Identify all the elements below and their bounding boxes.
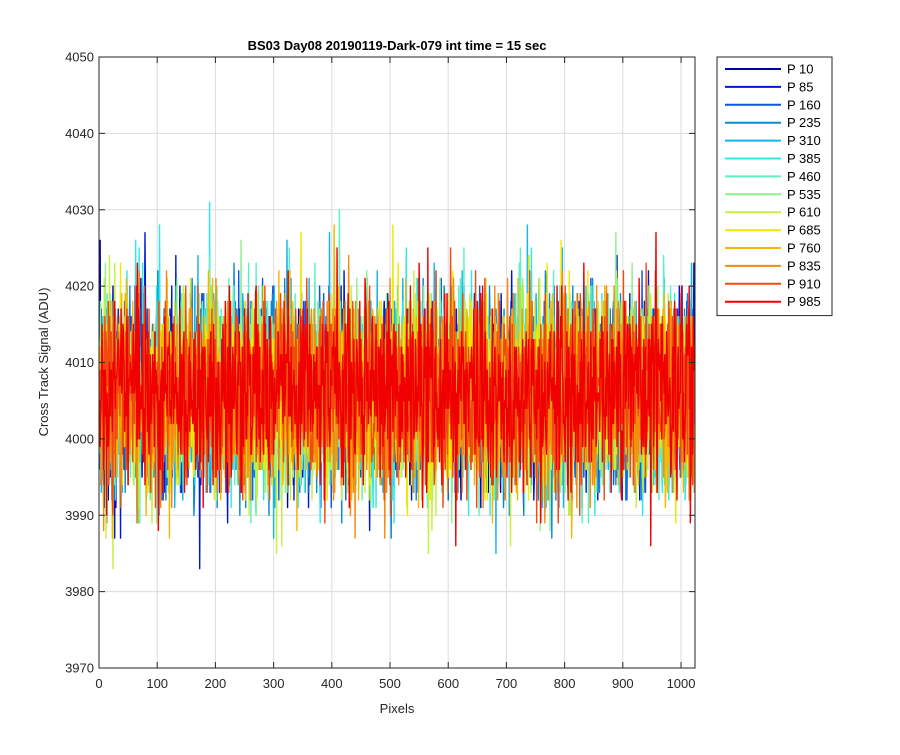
legend-label: P 10 bbox=[787, 62, 814, 77]
legend-item[interactable]: P 460 bbox=[725, 169, 821, 184]
legend-item[interactable]: P 235 bbox=[725, 115, 821, 130]
legend-item[interactable]: P 760 bbox=[725, 241, 821, 256]
y-tick-label: 4000 bbox=[65, 431, 94, 446]
x-tick-label: 300 bbox=[263, 676, 285, 691]
legend-item[interactable]: P 535 bbox=[725, 187, 821, 202]
y-tick-label: 3990 bbox=[65, 508, 94, 523]
legend[interactable]: P 10 P 85 P 160 P 235 P 310 P 385 P 460 P 535 P … bbox=[716, 56, 833, 317]
y-tick-label: 4050 bbox=[65, 50, 94, 65]
x-axis-label: Pixels bbox=[380, 701, 415, 716]
legend-label: P 460 bbox=[787, 169, 821, 184]
legend-label: P 310 bbox=[787, 133, 821, 148]
x-tick-label: 800 bbox=[554, 676, 576, 691]
x-tick-label: 0 bbox=[95, 676, 102, 691]
x-tick-label: 900 bbox=[612, 676, 634, 691]
legend-label: P 85 bbox=[787, 79, 814, 94]
x-tick-label: 200 bbox=[205, 676, 227, 691]
legend-item[interactable]: P 910 bbox=[725, 276, 821, 291]
legend-label: P 385 bbox=[787, 151, 821, 166]
y-tick-label: 4030 bbox=[65, 202, 94, 217]
plot-area: 0 100 200 300 400 500 600 700 800 900 1000 3970 3980… bbox=[65, 50, 696, 692]
x-tick-label: 400 bbox=[321, 676, 343, 691]
legend-item[interactable]: P 85 bbox=[725, 79, 814, 94]
x-tick-label: 1000 bbox=[667, 676, 696, 691]
x-tick-label: 500 bbox=[379, 676, 401, 691]
legend-item[interactable]: P 610 bbox=[725, 205, 821, 220]
legend-label: P 685 bbox=[787, 223, 821, 238]
legend-label: P 910 bbox=[787, 276, 821, 291]
legend-item[interactable]: P 835 bbox=[725, 258, 821, 273]
series-lines bbox=[99, 201, 695, 570]
x-tick-label: 600 bbox=[437, 676, 459, 691]
legend-item[interactable]: P 685 bbox=[725, 223, 821, 238]
legend-item[interactable]: P 985 bbox=[725, 294, 821, 309]
legend-label: P 985 bbox=[787, 294, 821, 309]
legend-box bbox=[716, 56, 833, 317]
legend-label: P 235 bbox=[787, 115, 821, 130]
legend-label: P 160 bbox=[787, 97, 821, 112]
legend-label: P 835 bbox=[787, 258, 821, 273]
y-tick-label: 3970 bbox=[65, 661, 94, 676]
legend-item[interactable]: P 385 bbox=[725, 151, 821, 166]
ticks: 0 100 200 300 400 500 600 700 800 900 1000 3970 3980… bbox=[65, 50, 695, 692]
legend-item[interactable]: P 160 bbox=[725, 97, 821, 112]
y-tick-label: 4020 bbox=[65, 279, 94, 294]
legend-item[interactable]: P 310 bbox=[725, 133, 821, 148]
y-tick-label: 4010 bbox=[65, 355, 94, 370]
legend-label: P 760 bbox=[787, 241, 821, 256]
x-tick-label: 700 bbox=[496, 676, 518, 691]
y-axis-label: Cross Track Signal (ADU) bbox=[36, 288, 51, 437]
y-tick-label: 3980 bbox=[65, 584, 94, 599]
legend-label: P 535 bbox=[787, 187, 821, 202]
series-line-p-985 bbox=[99, 231, 695, 547]
chart-title: BS03 Day08 20190119-Dark-079 int time = … bbox=[248, 38, 547, 53]
y-tick-label: 4040 bbox=[65, 126, 94, 141]
x-tick-label: 100 bbox=[146, 676, 168, 691]
legend-item[interactable]: P 10 bbox=[725, 62, 814, 77]
legend-label: P 610 bbox=[787, 205, 821, 220]
